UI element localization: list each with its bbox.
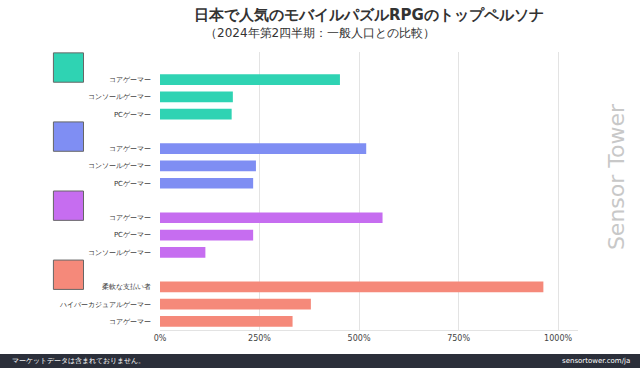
- svg-text:コンソールゲーマー: コンソールゲーマー: [88, 162, 151, 170]
- svg-text:250%: 250%: [248, 334, 271, 343]
- svg-text:コアゲーマー: コアゲーマー: [109, 145, 151, 153]
- svg-text:0%: 0%: [154, 334, 167, 343]
- svg-text:コンソールゲーマー: コンソールゲーマー: [88, 249, 151, 257]
- svg-text:ハイパーカジュアルゲーマー: ハイパーカジュアルゲーマー: [59, 301, 151, 309]
- svg-text:マーケットデータは含まれておりません。: マーケットデータは含まれておりません。: [12, 357, 145, 365]
- svg-text:柔軟な支払い者: 柔軟な支払い者: [102, 283, 151, 291]
- svg-text:PCゲーマー: PCゲーマー: [114, 180, 151, 188]
- svg-text:コアゲーマー: コアゲーマー: [109, 318, 151, 326]
- svg-text:500%: 500%: [348, 334, 371, 343]
- svg-text:1000%: 1000%: [544, 334, 572, 343]
- svg-text:sensortower.com/ja: sensortower.com/ja: [562, 357, 630, 365]
- svg-text:コアゲーマー: コアゲーマー: [109, 76, 151, 84]
- svg-text:コンソールゲーマー: コンソールゲーマー: [88, 93, 151, 101]
- svg-text:PCゲーマー: PCゲーマー: [114, 111, 151, 119]
- svg-text:750%: 750%: [447, 334, 470, 343]
- svg-text:PCゲーマー: PCゲーマー: [114, 231, 151, 239]
- svg-text:（2024年第2四半期：一般人口との比較）: （2024年第2四半期：一般人口との比較）: [205, 26, 435, 40]
- svg-text:コアゲーマー: コアゲーマー: [109, 214, 151, 222]
- svg-text:日本で人気のモバイルパズルRPGのトップペルソナ: 日本で人気のモバイルパズルRPGのトップペルソナ: [194, 6, 544, 24]
- svg-text:Sensor Tower: Sensor Tower: [604, 103, 629, 250]
